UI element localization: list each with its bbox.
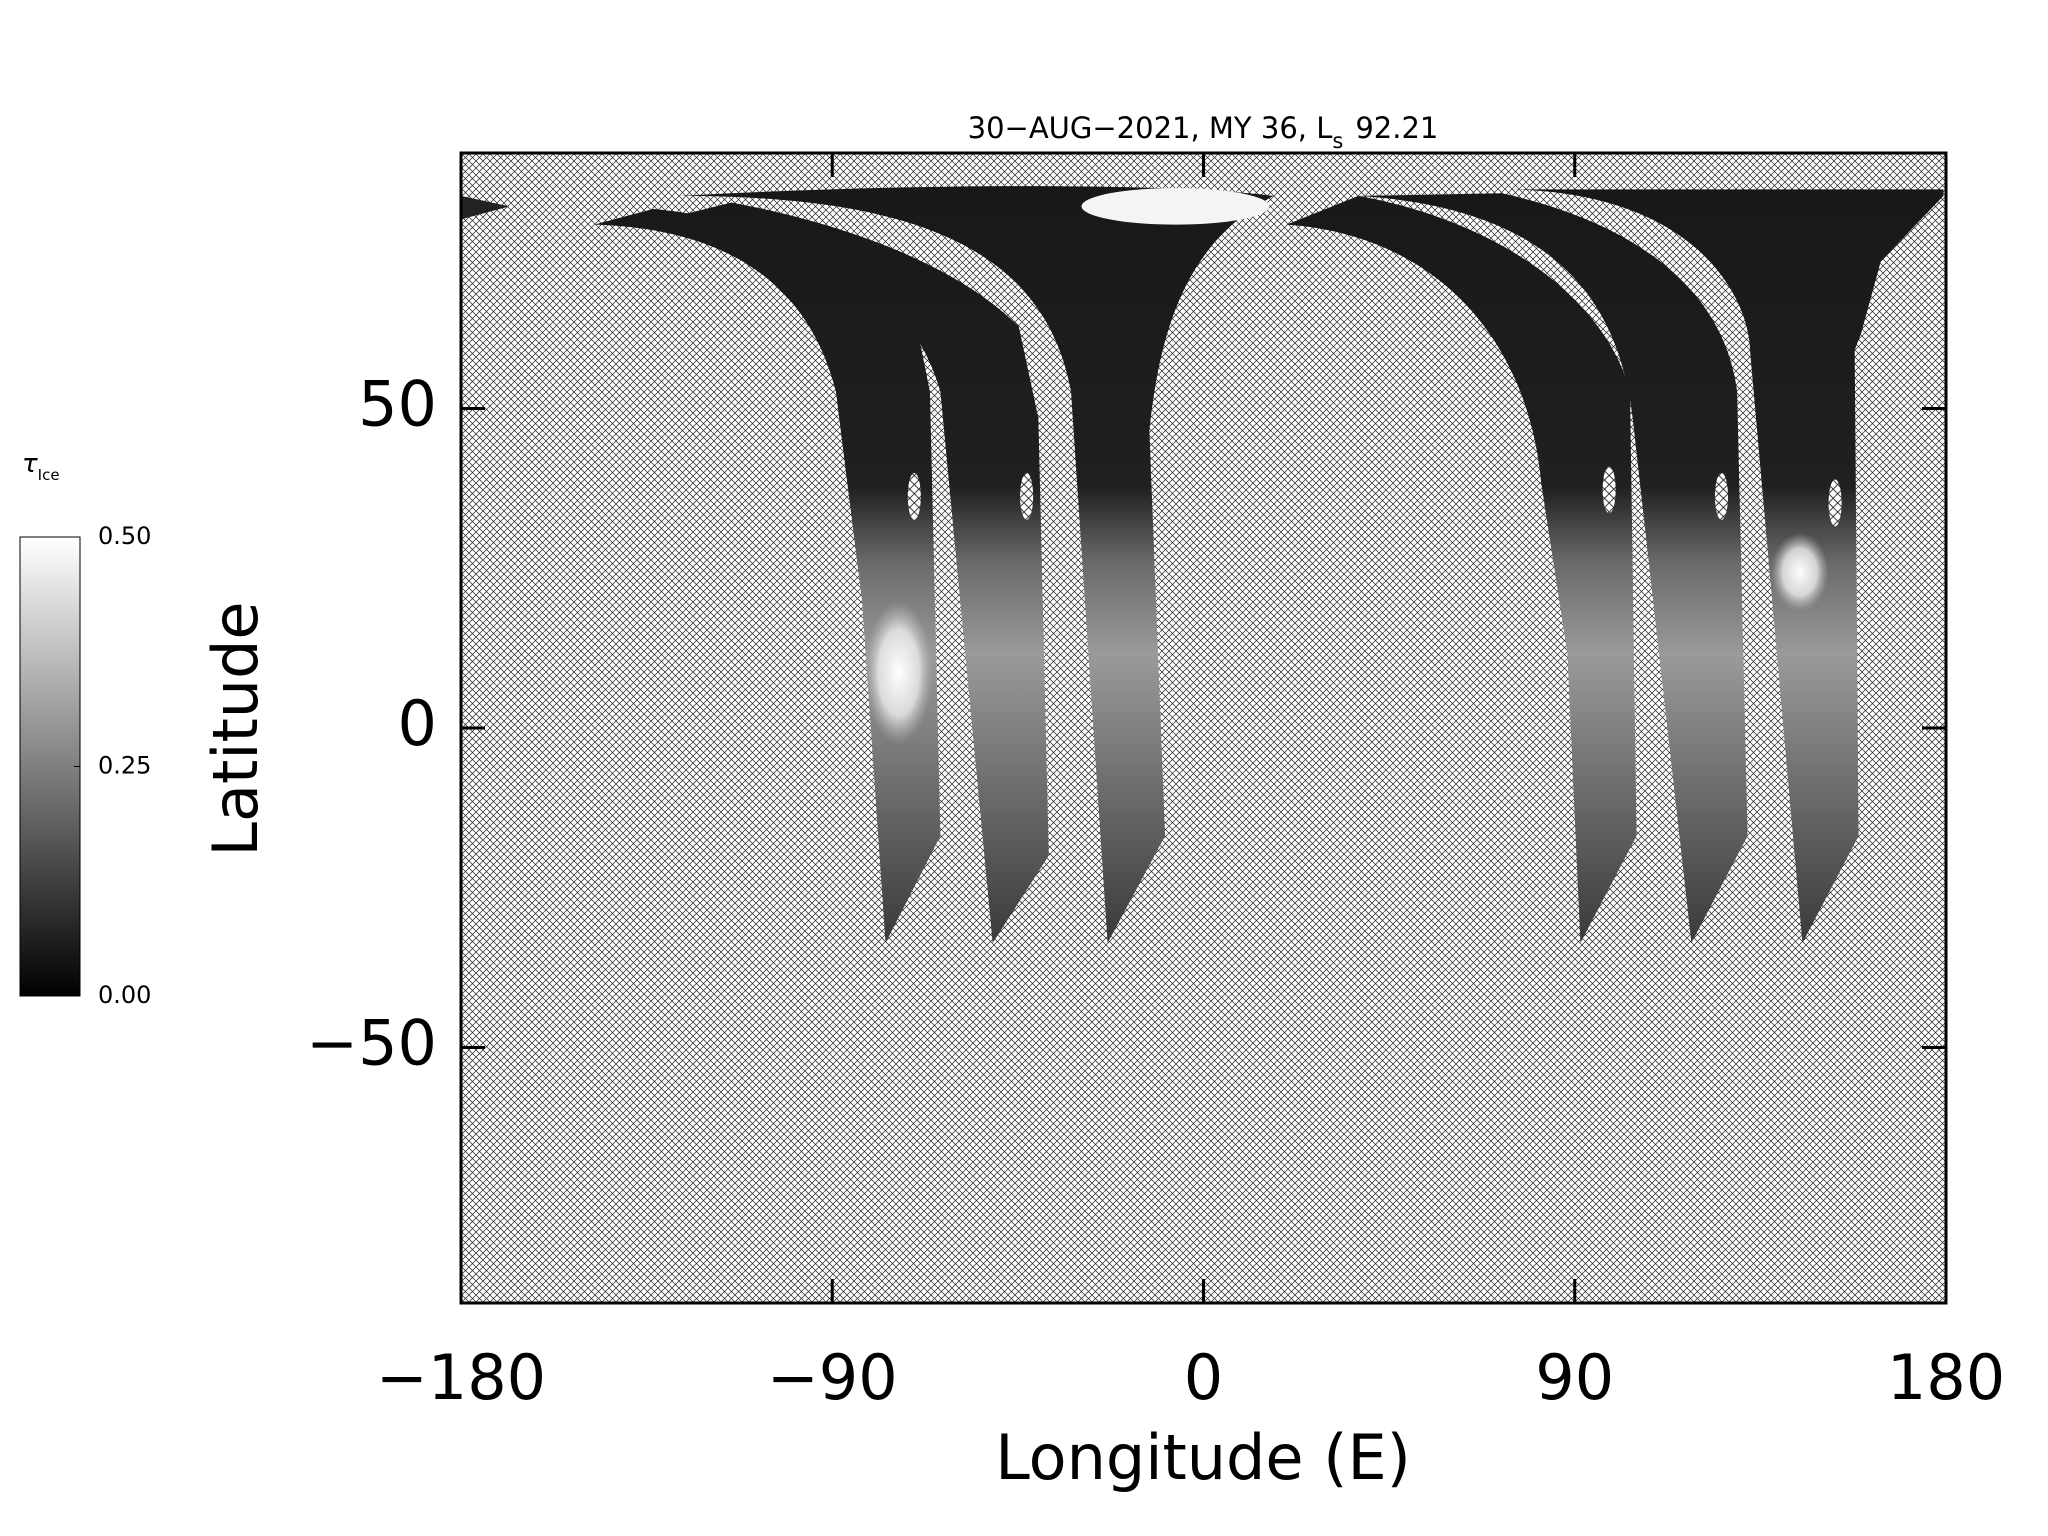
colorbar <box>19 536 81 997</box>
observation-swaths <box>461 186 1944 944</box>
swath <box>594 208 941 944</box>
bright-cloud <box>1771 532 1829 612</box>
swath <box>1358 193 1748 944</box>
colorbar-label-symbol: τ <box>22 449 38 479</box>
x-tick-label: −180 <box>376 1341 546 1414</box>
colorbar-label-subscript: Ice <box>38 466 60 484</box>
y-axis-label: Latitude <box>199 601 272 856</box>
swath <box>1502 189 1944 944</box>
y-tick-label: −50 <box>306 1007 437 1080</box>
title-suffix: 92.21 <box>1355 111 1438 145</box>
title-text: 30−AUG−2021, MY 36, L <box>968 111 1333 145</box>
swath <box>461 195 510 220</box>
data-gap <box>1714 472 1728 520</box>
colorbar-tick-label: 0.50 <box>98 522 151 550</box>
swath <box>1286 195 1637 944</box>
x-tick-label: 180 <box>1887 1341 2005 1414</box>
data-gap <box>1828 479 1842 527</box>
polar-cap <box>1081 188 1270 225</box>
colorbar-tick-label: 0.00 <box>98 981 151 1009</box>
colorbar-label: τIce <box>22 449 60 484</box>
y-tick-label: 0 <box>398 687 437 760</box>
x-tick-label: 90 <box>1535 1341 1614 1414</box>
data-gap <box>1020 472 1034 520</box>
x-tick-label: −90 <box>767 1341 898 1414</box>
title-subscript: s <box>1332 129 1343 153</box>
data-gap <box>907 472 921 520</box>
colorbar-tick-label: 0.25 <box>98 752 151 780</box>
swath <box>679 186 1274 944</box>
data-gap <box>1602 466 1616 514</box>
chart-title: 30−AUG−2021, MY 36, Ls 92.21 <box>968 111 1439 153</box>
x-axis-label: Longitude (E) <box>995 1421 1411 1494</box>
y-tick-label: 50 <box>358 368 437 441</box>
swath <box>679 202 1049 944</box>
bright-cloud <box>864 600 933 745</box>
x-tick-label: 0 <box>1184 1341 1223 1414</box>
